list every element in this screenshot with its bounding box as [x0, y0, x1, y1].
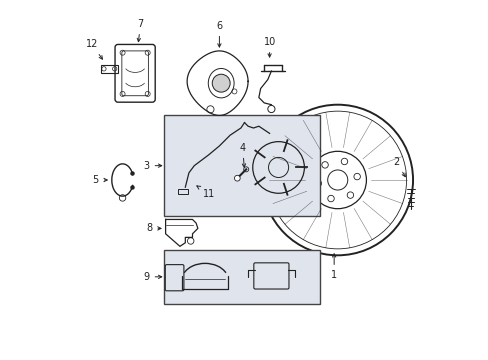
- Text: 12: 12: [86, 40, 102, 59]
- Text: 3: 3: [143, 161, 162, 171]
- Text: 5: 5: [92, 175, 107, 185]
- Bar: [101, 64, 118, 73]
- Bar: [163, 250, 319, 304]
- Text: 4: 4: [239, 143, 245, 167]
- Text: 2: 2: [393, 157, 405, 177]
- Text: 10: 10: [263, 37, 275, 57]
- Text: 7: 7: [137, 19, 143, 42]
- Text: 9: 9: [143, 272, 162, 282]
- Bar: [178, 189, 187, 194]
- Circle shape: [212, 74, 230, 92]
- Text: 6: 6: [216, 21, 222, 47]
- Text: 1: 1: [330, 254, 337, 280]
- Text: 11: 11: [197, 186, 214, 199]
- Circle shape: [234, 175, 240, 181]
- Bar: [163, 116, 319, 216]
- Text: 8: 8: [146, 224, 161, 233]
